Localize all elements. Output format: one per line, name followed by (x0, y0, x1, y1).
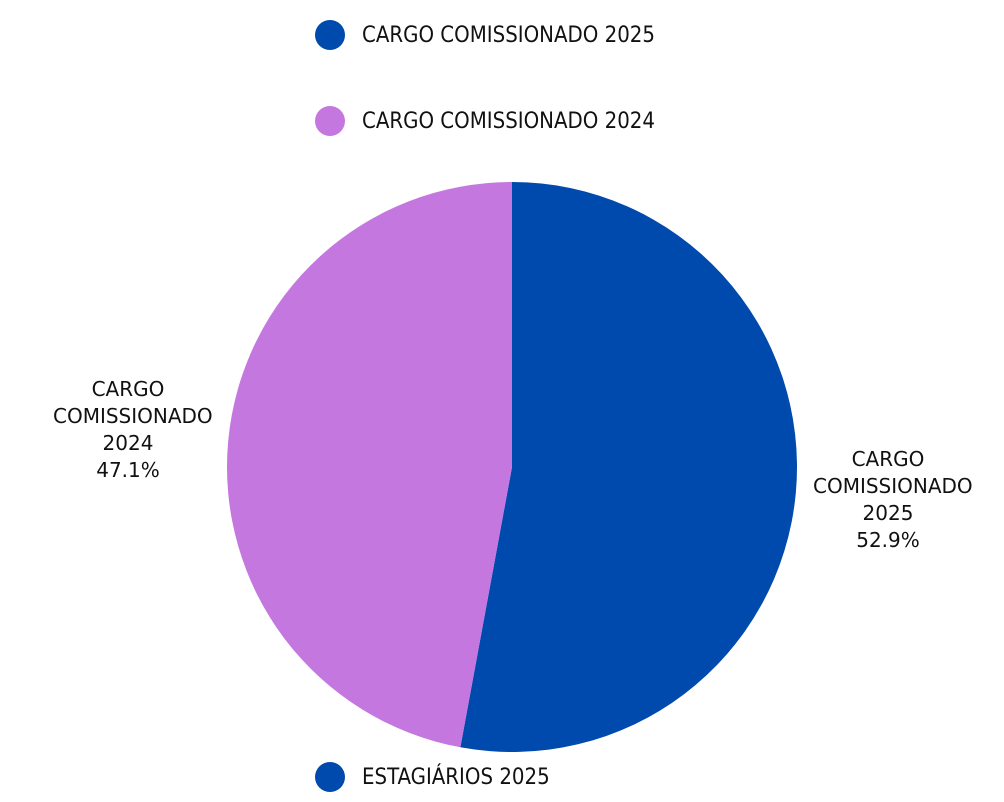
legend-label: ESTAGIÁRIOS 2025 (362, 764, 550, 790)
legend-marker (315, 762, 345, 792)
pie-slice (227, 182, 512, 748)
slice-label: CARGO COMISSIONADO 2025 52.9% (788, 446, 988, 554)
legend-marker (315, 20, 345, 50)
legend-label: CARGO COMISSIONADO 2025 (362, 23, 655, 48)
slice-value: 52.9% (856, 528, 920, 552)
slice-category: CARGO COMISSIONADO 2025 (813, 447, 973, 525)
legend-label: CARGO COMISSIONADO 2024 (362, 109, 655, 134)
slice-category: CARGO COMISSIONADO 2024 (53, 377, 213, 455)
slice-label: CARGO COMISSIONADO 2024 47.1% (28, 376, 228, 484)
pie-slice (460, 181, 798, 752)
slice-value: 47.1% (96, 458, 160, 482)
legend-marker (315, 106, 345, 136)
